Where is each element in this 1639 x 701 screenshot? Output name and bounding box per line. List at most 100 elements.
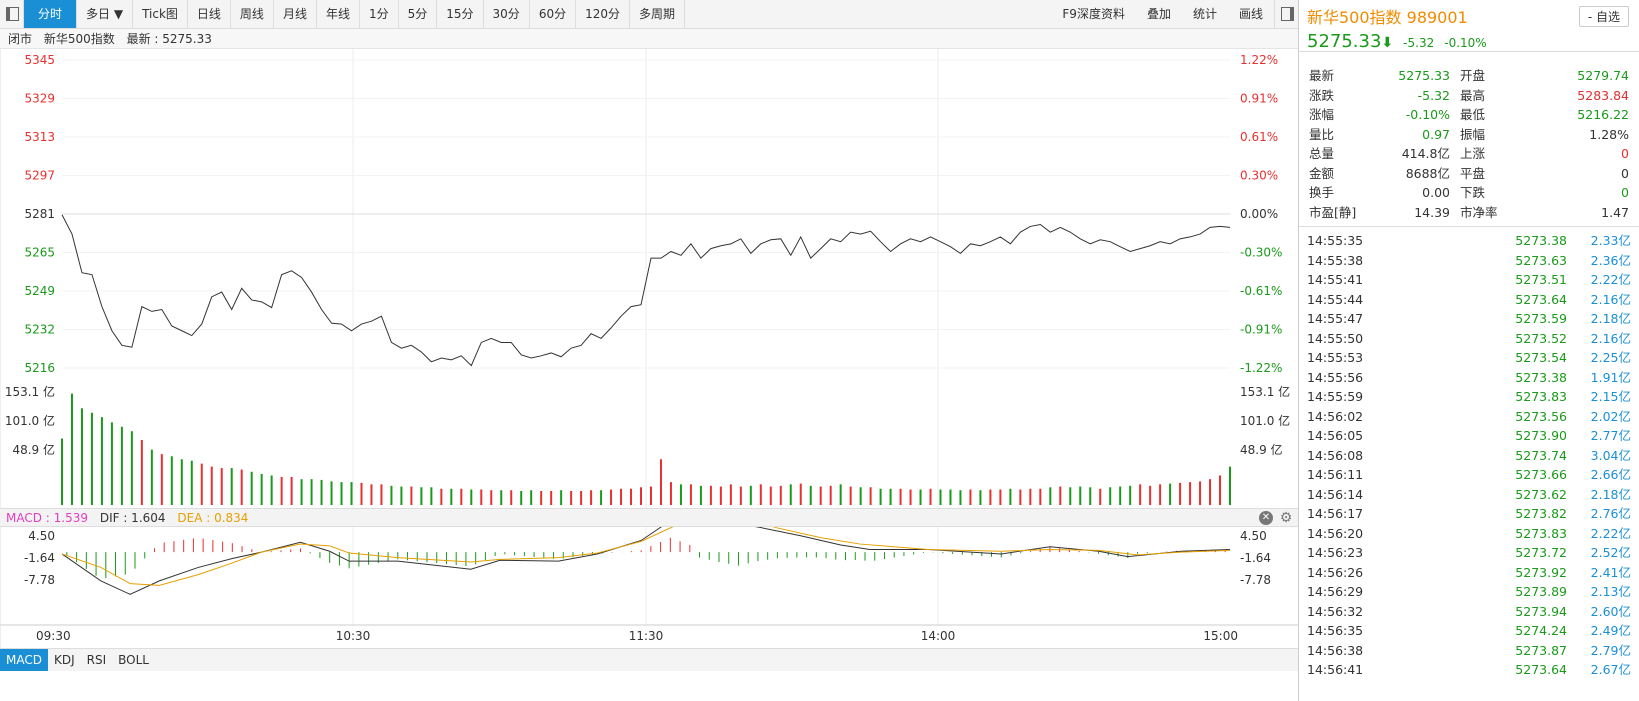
panel-toggle-icon[interactable] xyxy=(1274,0,1298,28)
tick-time: 14:56:05 xyxy=(1307,428,1364,443)
volume-tick-label: 101.0 亿 xyxy=(5,413,55,428)
arrow-down-icon: ⬇ xyxy=(1381,35,1394,51)
tick-row: 14:55:53 5273.54 2.25亿 xyxy=(1307,348,1639,368)
stat-value: 5279.74 xyxy=(1577,68,1629,83)
toolbar-right-3[interactable]: 画线 xyxy=(1238,7,1263,21)
tick-price: 5273.52 xyxy=(1515,330,1567,346)
tick-time: 14:55:50 xyxy=(1307,330,1364,346)
volume-bar xyxy=(290,476,293,505)
tab-11[interactable]: 60分 xyxy=(530,0,577,28)
dea-value: DEA : 0.834 xyxy=(177,511,249,525)
tab-6[interactable]: 年线 xyxy=(317,0,360,28)
stat-value: -0.10% xyxy=(1405,107,1450,122)
volume-bar xyxy=(300,479,303,505)
tick-amount: 2.18亿 xyxy=(1590,311,1631,326)
tick-price: 5273.94 xyxy=(1515,603,1567,619)
gear-icon[interactable]: ⚙ xyxy=(1279,510,1293,526)
toolbar-right-1[interactable]: 叠加 xyxy=(1146,7,1171,21)
volume-bar xyxy=(440,488,443,505)
watchlist-button[interactable]: - 自选 xyxy=(1578,6,1629,27)
intraday-chart[interactable]: 5345 1.22% 5329 0.91% 5313 0.61% 5297 0.30% 5281… xyxy=(0,0,1298,648)
volume-bar xyxy=(989,489,992,505)
volume-bar xyxy=(939,489,942,505)
pct-tick-label: -0.61% xyxy=(1240,284,1282,298)
volume-bar xyxy=(849,486,852,505)
volume-bar xyxy=(330,481,333,505)
tick-amount: 2.15亿 xyxy=(1590,389,1631,404)
indicator-tab-rsi[interactable]: RSI xyxy=(86,653,107,667)
time-label: 10:30 xyxy=(336,629,371,643)
volume-bar xyxy=(340,482,343,505)
tick-price: 5273.62 xyxy=(1515,486,1567,502)
tab-5[interactable]: 月线 xyxy=(274,0,317,28)
macd-header: MACD : 1.539 DIF : 1.604 DEA : 0.834 ✕ ⚙ xyxy=(0,508,1298,527)
toolbar-right-0[interactable]: F9深度资料 xyxy=(1062,7,1125,21)
stat-value: 8688亿 xyxy=(1405,165,1450,181)
volume-bar xyxy=(919,489,922,505)
pct-tick-label: 0.00% xyxy=(1240,207,1278,221)
tab-1[interactable]: 多日 ▼ xyxy=(77,0,134,28)
tick-row: 14:55:47 5273.59 2.18亿 xyxy=(1307,309,1639,329)
tick-amount: 2.16亿 xyxy=(1590,330,1631,346)
tab-7[interactable]: 1分 xyxy=(360,0,399,28)
volume-bar xyxy=(450,488,453,505)
indicator-tab-macd[interactable]: MACD xyxy=(0,649,48,671)
tab-10[interactable]: 30分 xyxy=(484,0,530,28)
tick-price: 5274.24 xyxy=(1515,623,1567,638)
volume-bar xyxy=(510,490,513,505)
period-toolbar: 分时 多日 ▼ Tick图 日线 周线 月线 年线 1分 5分 15分 30分 60分 120分 多周期 … xyxy=(0,0,1298,29)
tab-12[interactable]: 120分 xyxy=(576,0,630,28)
volume-bar xyxy=(819,486,822,505)
volume-bar xyxy=(600,490,603,505)
tab-13[interactable]: 多周期 xyxy=(630,0,686,28)
time-label: 11:30 xyxy=(629,629,664,643)
tick-list[interactable]: 14:55:35 5273.38 2.33亿 14:55:38 5273.63 2.36亿… xyxy=(1299,227,1639,680)
indicator-tab-boll[interactable]: BOLL xyxy=(118,653,149,667)
price-tick-label: 5297 xyxy=(24,169,55,183)
stat-label: 涨幅 xyxy=(1309,107,1335,122)
tick-time: 14:55:44 xyxy=(1307,291,1364,307)
volume-bar xyxy=(150,449,153,505)
dea-line xyxy=(61,513,1231,586)
volume-bar xyxy=(560,490,563,505)
volume-bar xyxy=(1229,466,1231,505)
tick-row: 14:56:38 5273.87 2.79亿 xyxy=(1307,641,1639,661)
tick-time: 14:56:35 xyxy=(1307,623,1364,638)
tab-4[interactable]: 周线 xyxy=(231,0,274,28)
tick-price: 5273.66 xyxy=(1515,467,1567,482)
macd-value: MACD : 1.539 xyxy=(6,511,88,525)
tick-row: 14:55:41 5273.51 2.22亿 xyxy=(1307,270,1639,290)
tab-0[interactable]: 分时 xyxy=(24,0,78,28)
tab-9[interactable]: 15分 xyxy=(437,0,484,28)
close-icon[interactable]: ✕ xyxy=(1259,511,1273,525)
volume-bar xyxy=(1179,482,1182,505)
indicator-tab-kdj[interactable]: KDJ xyxy=(53,653,75,667)
toolbar-right-2[interactable]: 统计 xyxy=(1192,7,1217,21)
stat-value: 5283.84 xyxy=(1577,87,1629,103)
volume-bar xyxy=(580,490,583,505)
volume-tick-label: 48.9 亿 xyxy=(1240,442,1283,457)
sidebar-toggle-icon[interactable] xyxy=(0,0,24,28)
volume-bar xyxy=(490,490,493,505)
volume-bar xyxy=(540,490,543,505)
quote-code: 989001 xyxy=(1406,8,1468,27)
volume-bar xyxy=(709,485,712,505)
tick-price: 5273.87 xyxy=(1515,642,1567,658)
tick-price: 5273.38 xyxy=(1515,369,1567,385)
volume-bar xyxy=(460,488,463,505)
stat-label: 平盘 xyxy=(1460,165,1486,181)
tab-2[interactable]: Tick图 xyxy=(133,0,188,28)
tick-price: 5273.54 xyxy=(1515,350,1567,365)
quote-panel: 新华500指数 989001 5275.33⬇ -5.32 -0.10% - 自选 … xyxy=(1298,0,1639,701)
volume-bar xyxy=(640,487,643,505)
tab-3[interactable]: 日线 xyxy=(188,0,231,28)
volume-bar xyxy=(1119,486,1122,505)
volume-bar xyxy=(979,490,982,505)
volume-bar xyxy=(659,459,662,505)
tick-amount: 2.25亿 xyxy=(1590,350,1631,365)
indicator-tabs: MACD KDJ RSI BOLL xyxy=(0,648,1298,671)
tab-8[interactable]: 5分 xyxy=(399,0,438,28)
tick-time: 14:56:41 xyxy=(1307,662,1364,677)
pct-tick-label: 0.61% xyxy=(1240,130,1278,144)
price-line xyxy=(61,214,1231,367)
